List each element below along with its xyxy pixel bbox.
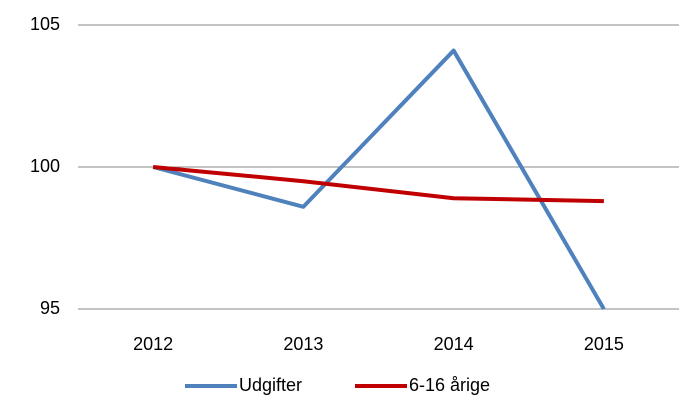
x-tick-label: 2013 <box>283 334 323 354</box>
series-line <box>152 48 606 311</box>
y-tick-label: 100 <box>30 156 60 176</box>
legend-label: Udgifter <box>239 375 302 395</box>
y-tick-label: 105 <box>30 14 60 34</box>
x-tick-label: 2012 <box>133 334 173 354</box>
y-tick-label: 95 <box>40 298 60 318</box>
x-tick-label: 2015 <box>584 334 624 354</box>
series-line <box>152 165 604 204</box>
x-tick-label: 2014 <box>434 334 474 354</box>
legend-label: 6-16 årige <box>409 375 490 395</box>
